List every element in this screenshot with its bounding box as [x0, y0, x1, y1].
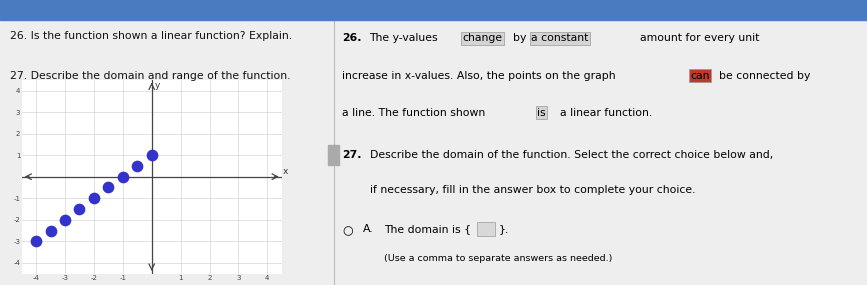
Text: 26.: 26. — [342, 33, 362, 43]
Text: (Use a comma to separate answers as needed.): (Use a comma to separate answers as need… — [384, 254, 612, 263]
Text: increase in x-values. Also, the points on the graph: increase in x-values. Also, the points o… — [342, 71, 616, 81]
Text: Describe the domain of the function. Select the correct choice below and,: Describe the domain of the function. Sel… — [369, 150, 772, 160]
Point — [29, 239, 43, 244]
Text: be connected by: be connected by — [719, 71, 811, 81]
Text: }.: }. — [499, 225, 509, 235]
Text: A.: A. — [363, 225, 374, 235]
Text: x: x — [284, 167, 289, 176]
Point — [116, 174, 130, 179]
Point — [43, 228, 57, 233]
Text: if necessary, fill in the answer box to complete your choice.: if necessary, fill in the answer box to … — [369, 185, 695, 195]
Point — [101, 185, 115, 190]
Text: is: is — [537, 108, 545, 118]
Text: change: change — [462, 33, 502, 43]
Text: a line. The function shown: a line. The function shown — [342, 108, 486, 118]
Point — [130, 164, 144, 168]
Point — [87, 196, 101, 201]
Point — [145, 153, 159, 157]
Text: by: by — [513, 33, 526, 43]
Text: ○: ○ — [342, 225, 353, 237]
Text: 27. Describe the domain and range of the function.: 27. Describe the domain and range of the… — [10, 71, 291, 81]
Text: a linear function.: a linear function. — [560, 108, 652, 118]
Text: 26. Is the function shown a linear function? Explain.: 26. Is the function shown a linear funct… — [10, 31, 292, 41]
Text: The y-values: The y-values — [369, 33, 438, 43]
Text: 27.: 27. — [342, 150, 362, 160]
Text: a constant: a constant — [531, 33, 589, 43]
Text: amount for every unit: amount for every unit — [640, 33, 759, 43]
Text: y: y — [155, 81, 160, 90]
Point — [58, 217, 72, 222]
Text: The domain is {: The domain is { — [384, 225, 471, 235]
Point — [73, 207, 87, 211]
Text: can: can — [690, 71, 709, 81]
